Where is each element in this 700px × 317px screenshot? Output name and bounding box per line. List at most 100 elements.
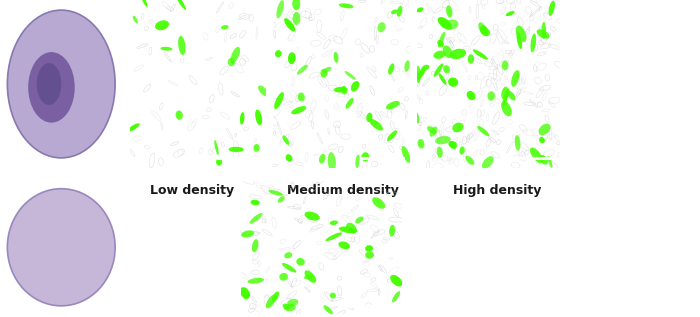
Ellipse shape — [387, 130, 397, 141]
Ellipse shape — [448, 77, 458, 87]
Ellipse shape — [241, 230, 254, 237]
Ellipse shape — [304, 275, 313, 280]
Ellipse shape — [449, 49, 466, 59]
Ellipse shape — [514, 135, 520, 151]
Ellipse shape — [230, 47, 240, 64]
Ellipse shape — [287, 299, 298, 307]
Ellipse shape — [388, 63, 394, 75]
Ellipse shape — [341, 86, 347, 94]
Ellipse shape — [133, 16, 138, 23]
Ellipse shape — [477, 126, 489, 136]
Ellipse shape — [449, 141, 456, 148]
Ellipse shape — [386, 101, 400, 109]
Ellipse shape — [361, 152, 370, 162]
Ellipse shape — [365, 245, 373, 252]
Ellipse shape — [36, 63, 62, 105]
Ellipse shape — [427, 126, 436, 134]
Ellipse shape — [176, 110, 183, 120]
Ellipse shape — [321, 69, 328, 77]
Ellipse shape — [438, 17, 452, 30]
Ellipse shape — [511, 70, 519, 87]
Ellipse shape — [278, 196, 285, 203]
Ellipse shape — [334, 87, 348, 93]
Ellipse shape — [370, 119, 383, 131]
Ellipse shape — [478, 23, 487, 36]
Ellipse shape — [549, 1, 555, 16]
Ellipse shape — [284, 18, 295, 31]
Ellipse shape — [446, 5, 452, 17]
Ellipse shape — [389, 225, 395, 237]
Ellipse shape — [269, 190, 283, 196]
Ellipse shape — [372, 197, 385, 209]
Ellipse shape — [443, 65, 450, 73]
Ellipse shape — [390, 275, 402, 287]
Ellipse shape — [304, 211, 320, 221]
Ellipse shape — [517, 31, 522, 49]
Ellipse shape — [240, 112, 244, 125]
Ellipse shape — [304, 270, 316, 283]
Ellipse shape — [284, 252, 292, 258]
Ellipse shape — [450, 141, 457, 149]
Ellipse shape — [391, 10, 398, 14]
Ellipse shape — [339, 226, 358, 233]
Ellipse shape — [418, 139, 424, 149]
Ellipse shape — [326, 232, 342, 241]
Ellipse shape — [397, 6, 402, 17]
Ellipse shape — [377, 22, 386, 32]
Ellipse shape — [468, 54, 474, 64]
Ellipse shape — [459, 146, 465, 155]
Ellipse shape — [433, 51, 446, 59]
Ellipse shape — [480, 26, 489, 36]
Ellipse shape — [502, 61, 508, 70]
Text: High density: High density — [453, 184, 541, 197]
Ellipse shape — [330, 293, 336, 299]
Ellipse shape — [8, 10, 115, 158]
Ellipse shape — [501, 101, 512, 116]
Text: Low density: Low density — [150, 184, 234, 197]
Ellipse shape — [366, 113, 372, 122]
Ellipse shape — [28, 52, 75, 123]
Ellipse shape — [282, 263, 296, 273]
Ellipse shape — [346, 223, 357, 234]
Ellipse shape — [505, 11, 514, 16]
Ellipse shape — [221, 25, 229, 29]
Ellipse shape — [443, 45, 452, 58]
Ellipse shape — [330, 220, 338, 225]
Ellipse shape — [346, 98, 354, 109]
Ellipse shape — [274, 92, 284, 109]
Ellipse shape — [283, 135, 289, 145]
Ellipse shape — [297, 65, 308, 74]
Ellipse shape — [540, 155, 548, 165]
Ellipse shape — [537, 29, 550, 39]
Ellipse shape — [298, 93, 304, 101]
Ellipse shape — [402, 146, 410, 163]
Ellipse shape — [438, 32, 445, 47]
Ellipse shape — [288, 52, 295, 64]
Ellipse shape — [239, 287, 250, 298]
Ellipse shape — [176, 0, 186, 10]
Ellipse shape — [444, 19, 458, 29]
Ellipse shape — [248, 278, 264, 284]
Ellipse shape — [503, 88, 510, 107]
Ellipse shape — [127, 123, 140, 132]
Ellipse shape — [452, 123, 463, 132]
Ellipse shape — [323, 67, 332, 73]
Ellipse shape — [160, 47, 172, 51]
Ellipse shape — [437, 147, 443, 158]
Ellipse shape — [484, 29, 490, 36]
Ellipse shape — [241, 287, 249, 300]
Ellipse shape — [252, 239, 258, 252]
Ellipse shape — [296, 258, 304, 266]
Ellipse shape — [293, 12, 300, 25]
Ellipse shape — [473, 49, 488, 60]
Ellipse shape — [284, 304, 295, 311]
Ellipse shape — [251, 200, 260, 205]
Ellipse shape — [214, 140, 218, 155]
Ellipse shape — [434, 63, 443, 77]
Ellipse shape — [276, 0, 284, 18]
Ellipse shape — [416, 68, 425, 80]
Ellipse shape — [229, 147, 244, 152]
Ellipse shape — [155, 20, 169, 30]
Ellipse shape — [279, 273, 288, 281]
Ellipse shape — [8, 189, 115, 306]
